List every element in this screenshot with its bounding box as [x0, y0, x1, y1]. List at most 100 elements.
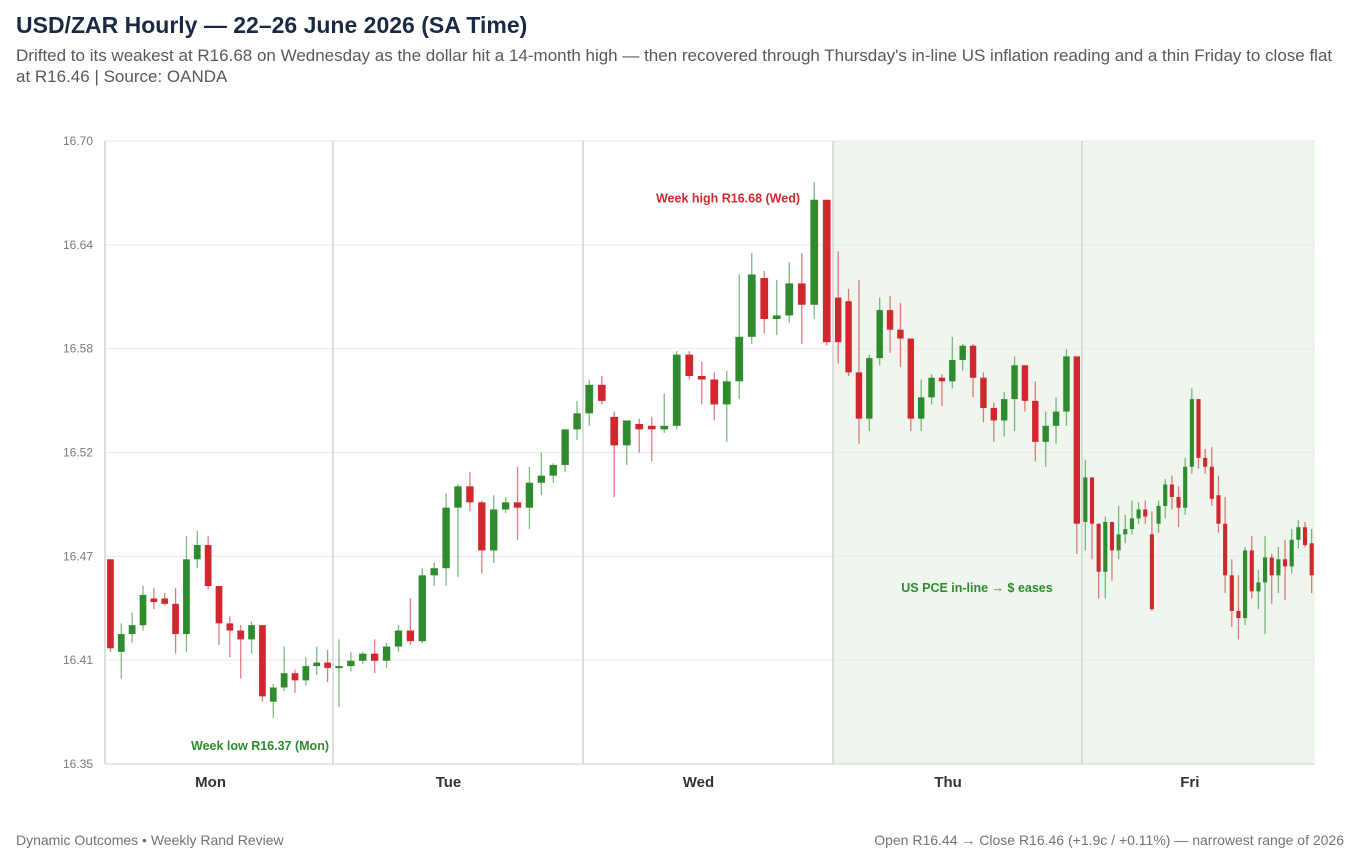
candle-body	[359, 653, 367, 661]
candle-down	[1216, 475, 1221, 533]
candle-body	[161, 598, 169, 604]
candle-up	[866, 354, 873, 432]
candle-down	[897, 302, 904, 368]
candle-body	[886, 310, 894, 330]
candle-down	[1209, 447, 1214, 506]
y-axis: 16.70 16.64 16.58 16.52 16.47 16.41 16.35	[63, 134, 93, 771]
candle-body	[204, 545, 212, 586]
y-tick-label: 16.41	[63, 653, 93, 667]
candle-body	[291, 673, 299, 681]
candle-body	[418, 575, 426, 642]
candles	[107, 181, 1314, 718]
candle-down	[834, 251, 842, 364]
candle-body	[183, 559, 190, 635]
candle-body	[1123, 529, 1128, 535]
candle-body	[382, 646, 391, 661]
candle-up	[876, 297, 883, 366]
candle-down	[760, 270, 769, 334]
candle-up	[1083, 459, 1088, 551]
candle-body	[478, 502, 486, 551]
candle-up	[117, 623, 125, 679]
candle-body	[107, 559, 114, 649]
candle-body	[347, 660, 355, 667]
candle-up	[747, 253, 756, 344]
candle-body	[269, 687, 277, 702]
candle-body	[710, 379, 719, 405]
candle-body	[430, 568, 438, 576]
candle-up	[1063, 349, 1070, 426]
candle-up	[810, 181, 819, 319]
candle-up	[501, 497, 510, 514]
candle-down	[822, 199, 831, 346]
candle-body	[772, 315, 781, 319]
candle-up	[313, 646, 321, 675]
candle-body	[1083, 477, 1088, 522]
candle-down	[1096, 523, 1101, 599]
candle-body	[406, 630, 415, 642]
candle-body	[128, 625, 136, 635]
candle-up	[1000, 391, 1008, 437]
candle-down	[1282, 539, 1288, 601]
chart-title: USD/ZAR Hourly — 22–26 June 2026 (SA Tim…	[16, 12, 528, 38]
candle-body	[722, 381, 731, 405]
candle-body	[797, 283, 806, 305]
candle-down	[597, 375, 606, 405]
candle-down	[635, 418, 644, 453]
candle-up	[949, 336, 956, 389]
candle-up	[561, 429, 569, 473]
candle-body	[1163, 484, 1168, 506]
candle-body	[302, 666, 310, 681]
candle-body	[685, 354, 694, 376]
candle-body	[490, 509, 498, 551]
candle-up	[585, 379, 594, 426]
chart-subtitle: Drifted to its weakest at R16.68 on Wedn…	[16, 46, 1333, 86]
candle-down	[1236, 575, 1241, 640]
x-axis: Mon Tue Wed Thu Fri	[195, 774, 1199, 791]
candle-body	[1042, 425, 1049, 442]
candle-body	[917, 397, 925, 419]
candle-down	[1073, 356, 1081, 554]
candle-down	[513, 466, 522, 540]
candle-down	[907, 338, 915, 432]
candle-down	[697, 361, 706, 405]
candle-body	[928, 377, 935, 398]
candle-down	[406, 598, 415, 645]
candle-body	[117, 634, 125, 652]
candle-body	[248, 625, 255, 640]
candle-body	[513, 502, 522, 508]
candle-body	[810, 199, 819, 305]
candle-down	[1021, 365, 1029, 412]
candle-body	[610, 416, 619, 446]
candle-body	[193, 545, 201, 560]
grid-lines	[104, 140, 1315, 765]
candle-body	[1063, 356, 1070, 412]
candle-body	[1156, 505, 1161, 524]
candle-up	[193, 530, 201, 569]
candle-up	[1189, 388, 1194, 474]
candle-body	[324, 662, 331, 668]
candle-up	[672, 351, 681, 430]
candle-body	[139, 594, 147, 626]
candle-up	[622, 420, 631, 465]
candle-body	[876, 310, 883, 359]
candle-down	[969, 343, 977, 398]
candle-down	[172, 587, 179, 654]
candle-up	[1052, 397, 1060, 444]
x-tick-label: Wed	[683, 774, 714, 791]
candle-down	[1032, 381, 1039, 462]
candle-up	[302, 657, 310, 686]
candle-body	[226, 623, 234, 631]
candle-down	[797, 253, 806, 344]
footer-source: Dynamic Outcomes • Weekly Rand Review	[16, 832, 284, 848]
candle-body	[1302, 527, 1308, 546]
candle-body	[1216, 495, 1221, 524]
candle-down	[150, 587, 158, 610]
candle-body	[1183, 466, 1188, 508]
candle-body	[1096, 523, 1101, 572]
candle-body	[990, 408, 998, 421]
candle-up	[1156, 500, 1161, 533]
candle-body	[237, 630, 245, 640]
candle-body	[785, 283, 794, 316]
candle-up	[359, 651, 367, 665]
candle-body	[938, 377, 946, 382]
